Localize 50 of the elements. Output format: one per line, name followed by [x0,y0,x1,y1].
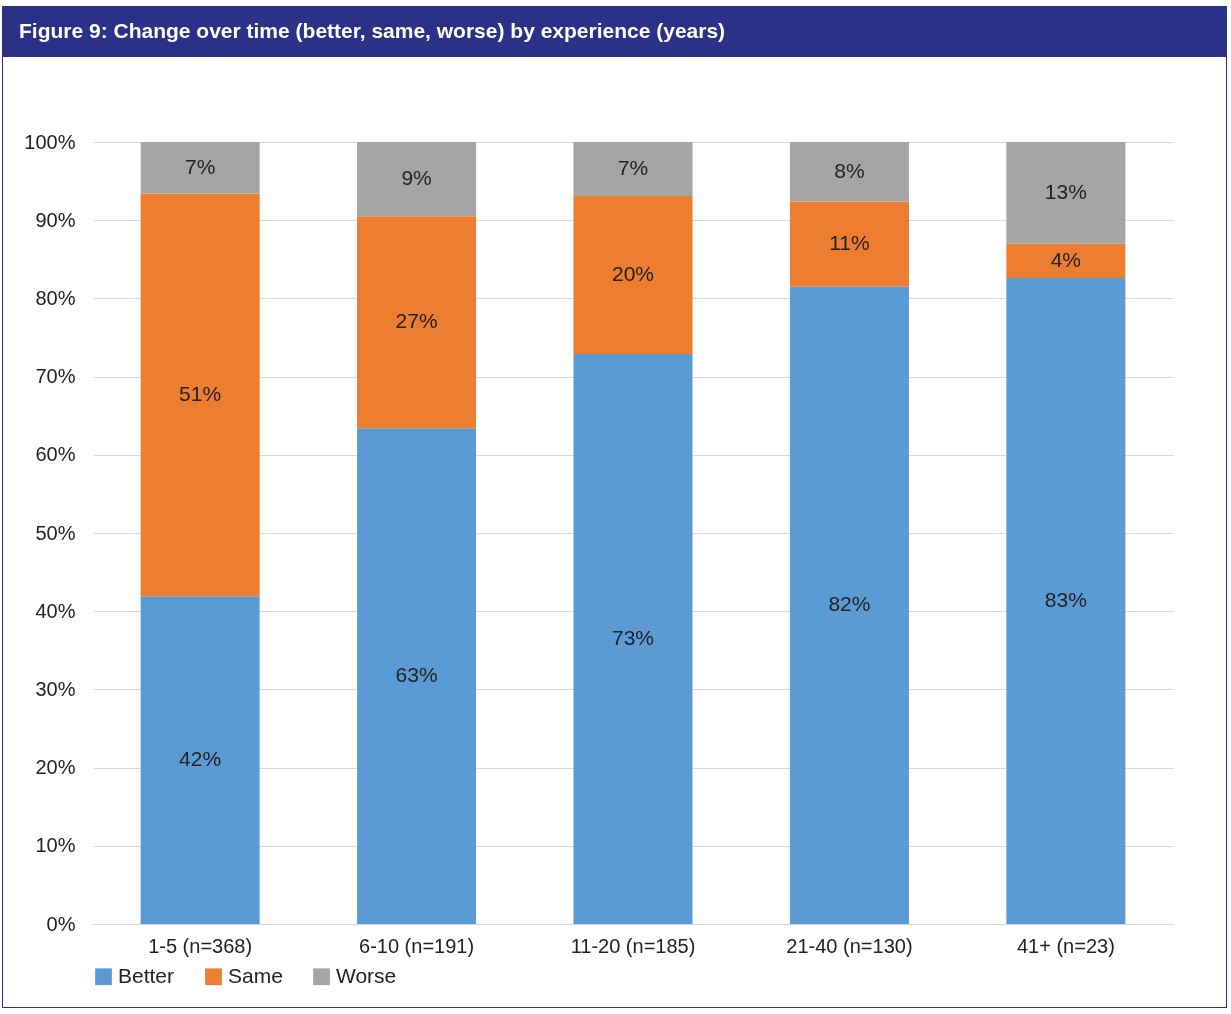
y-tick-label: 80% [35,286,76,309]
legend-label: Same [228,963,283,987]
data-label: 27% [395,309,438,333]
x-tick-label: 41+ (n=23) [1016,934,1115,957]
data-label: 7% [184,154,216,178]
bar [789,201,909,287]
bar [789,142,909,202]
x-tick-label: 6-10 (n=191) [359,934,475,957]
x-tick-label: 21-40 (n=130) [786,934,913,957]
y-tick-label: 60% [35,443,76,466]
bar [357,142,477,217]
data-label: 73% [611,625,655,649]
data-label: 82% [828,592,871,616]
bar [1006,278,1126,924]
data-label: 51% [179,381,222,405]
y-tick-label: 70% [35,365,76,388]
data-label: 83% [1044,588,1087,612]
x-tick-label: 11-20 (n=185) [570,934,696,957]
data-label: 9% [401,166,432,190]
bar [140,193,260,597]
bar [140,142,260,194]
bar [357,216,477,429]
legend-label: Worse [336,963,397,987]
chart-title: Figure 9: Change over time (better, same, worse) by experience (years) [3,7,1226,57]
data-label: 7% [617,155,649,179]
y-tick-label: 0% [46,912,76,935]
bar [573,195,693,354]
data-label: 63% [395,663,438,687]
bar [140,596,260,924]
y-tick-label: 90% [35,208,76,231]
data-label: 8% [834,158,865,182]
x-tick-label: 1-5 (n=368) [148,934,253,957]
y-tick-label: 20% [35,756,76,779]
bar [573,353,693,924]
data-label: 42% [179,747,222,771]
bar [573,142,693,196]
y-tick-label: 30% [35,677,76,700]
legend-label: Better [118,963,175,987]
y-tick-label: 100% [24,130,76,153]
y-tick-label: 50% [35,521,76,544]
data-label: 4% [1050,247,1082,271]
data-label: 11% [829,231,870,255]
data-label: 13% [1044,179,1087,203]
bar [789,286,909,924]
y-tick-label: 10% [35,834,76,857]
bar [1006,142,1126,244]
bar [357,428,477,924]
data-label: 20% [611,261,655,285]
y-tick-label: 40% [35,599,76,622]
bar [1006,243,1126,279]
